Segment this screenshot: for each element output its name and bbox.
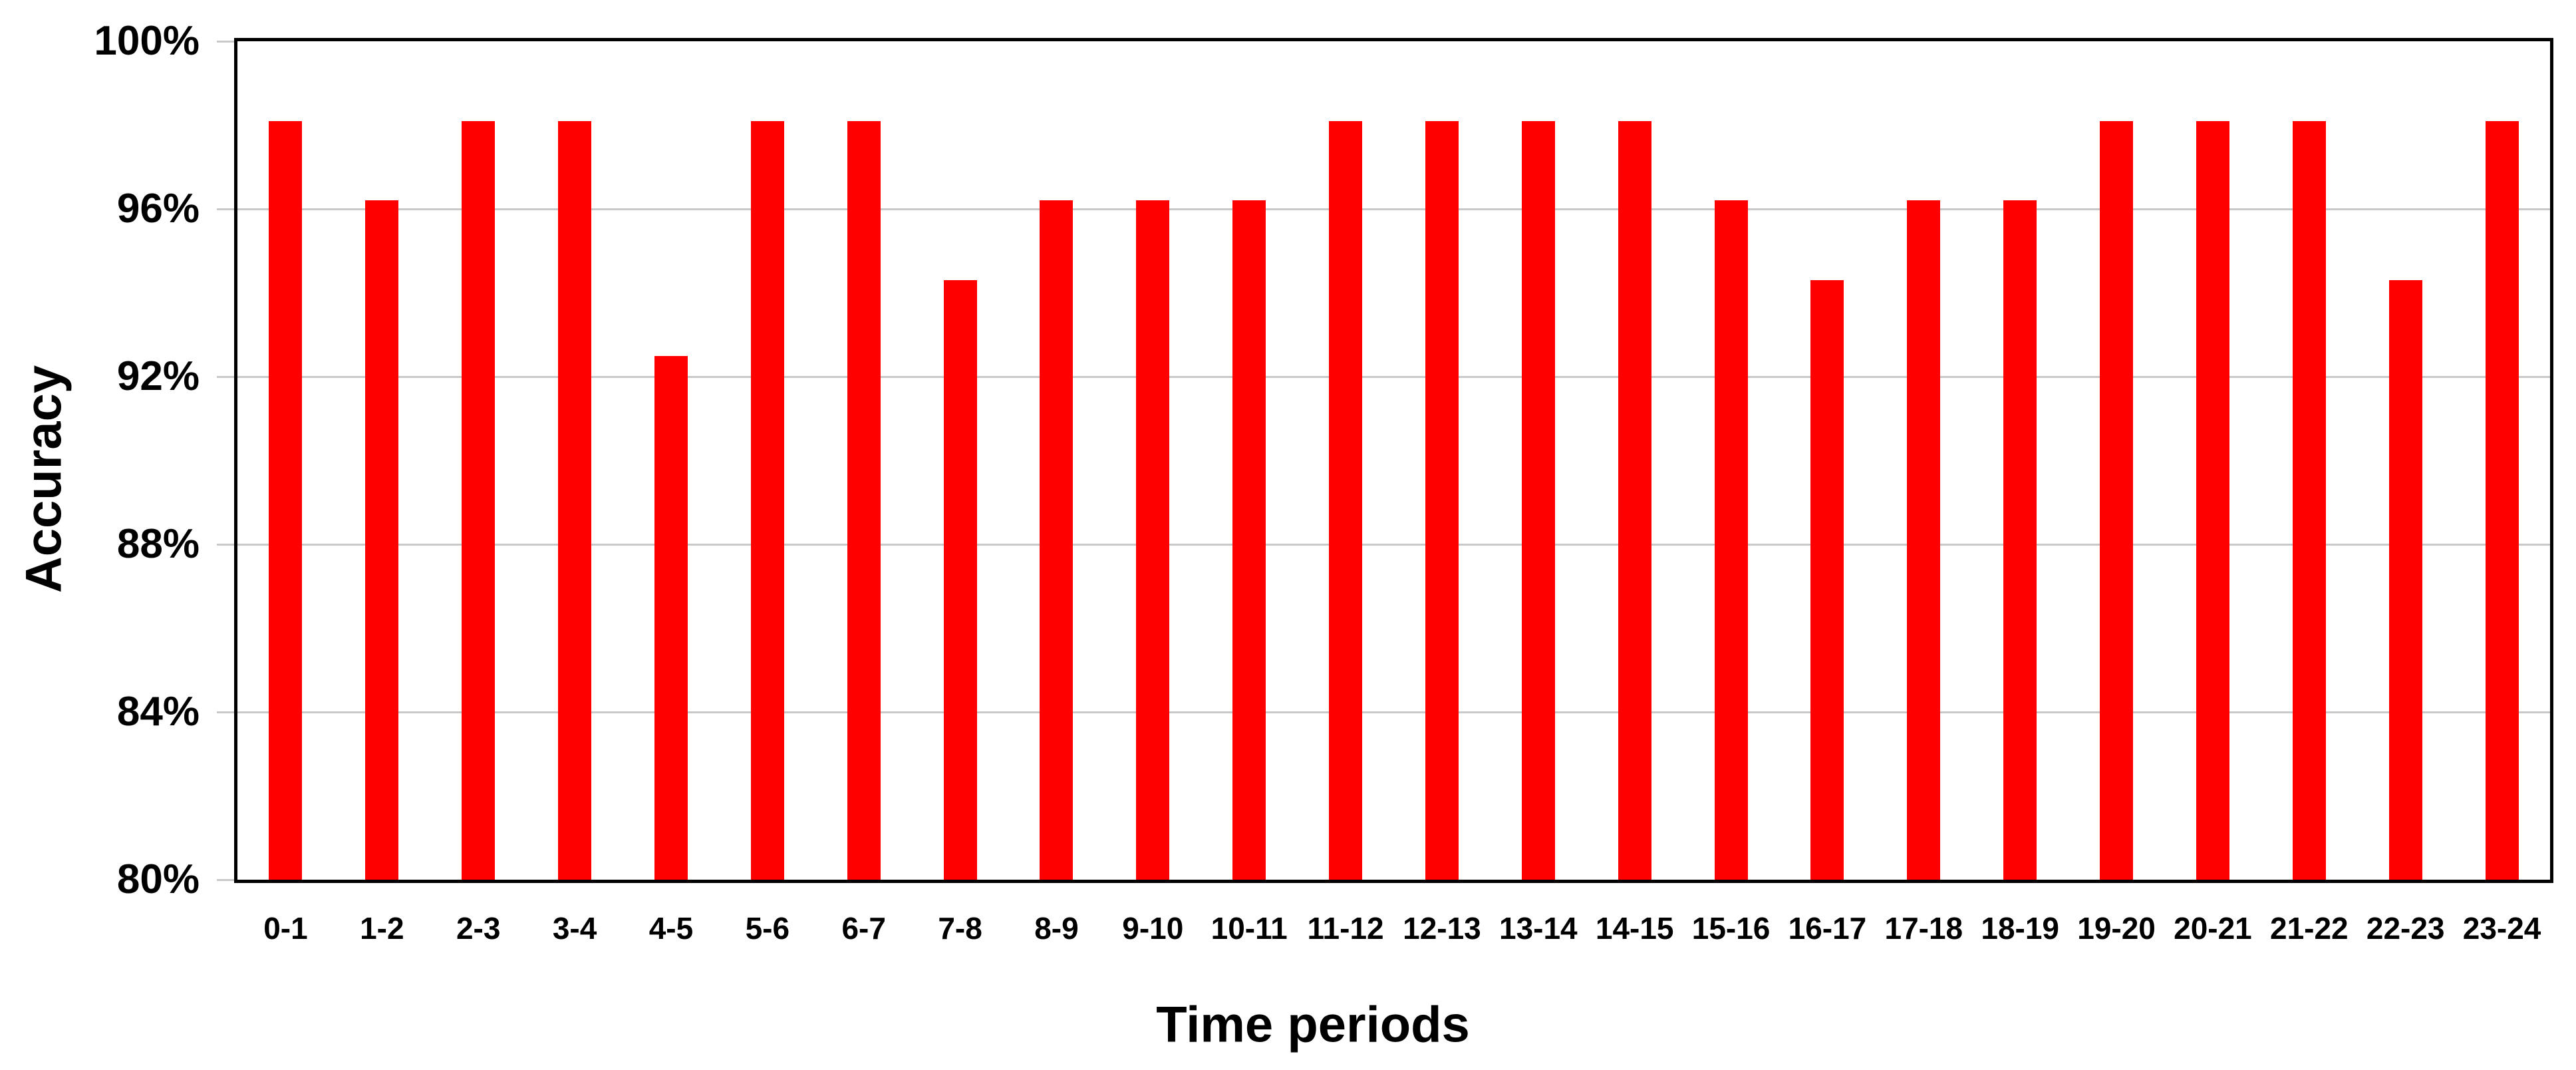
x-tick-label-1-2: 1-2 bbox=[360, 911, 404, 946]
bar-10-11 bbox=[1232, 200, 1266, 880]
bar-3-4 bbox=[558, 120, 592, 880]
x-tick-label-16-17: 16-17 bbox=[1788, 911, 1867, 946]
bar-8-9 bbox=[1040, 200, 1073, 880]
x-tick-label-23-24: 23-24 bbox=[2462, 911, 2541, 946]
x-tick-label-7-8: 7-8 bbox=[938, 911, 982, 946]
y-tick-label-88: 88% bbox=[116, 521, 200, 567]
bar-13-14 bbox=[1521, 120, 1555, 880]
x-tick-label-21-22: 21-22 bbox=[2269, 911, 2349, 946]
bar-0-1 bbox=[269, 120, 303, 880]
y-tick-mark-92 bbox=[217, 375, 234, 378]
y-tick-mark-80 bbox=[217, 878, 234, 881]
x-tick-label-9-10: 9-10 bbox=[1122, 911, 1184, 946]
y-tick-mark-88 bbox=[217, 543, 234, 546]
bar-5-6 bbox=[750, 120, 784, 880]
y-tick-mark-96 bbox=[217, 208, 234, 210]
bar-17-18 bbox=[1907, 200, 1941, 880]
x-axis-tick-labels: 0-1 1-2 2-3 3-4 4-5 5-6 6-7 7-8 8-9 9-10 10-11 11-1… bbox=[237, 913, 2550, 944]
x-tick-label-11-12: 11-12 bbox=[1307, 911, 1384, 946]
x-tick-label-20-21: 20-21 bbox=[2174, 911, 2252, 946]
x-tick-label-5-6: 5-6 bbox=[745, 911, 790, 946]
bar-4-5 bbox=[654, 355, 688, 880]
x-tick-label-19-20: 19-20 bbox=[2077, 911, 2156, 946]
y-tick-label-100: 100% bbox=[94, 18, 200, 64]
y-tick-mark-100 bbox=[217, 40, 234, 43]
bar-9-10 bbox=[1136, 200, 1170, 880]
x-tick-label-6-7: 6-7 bbox=[841, 911, 886, 946]
x-tick-label-12-13: 12-13 bbox=[1403, 911, 1481, 946]
bar-19-20 bbox=[2100, 120, 2134, 880]
bar-14-15 bbox=[1618, 120, 1651, 880]
x-tick-label-2-3: 2-3 bbox=[456, 911, 501, 946]
bar-21-22 bbox=[2292, 120, 2326, 880]
bar-15-16 bbox=[1714, 200, 1748, 880]
bar-1-2 bbox=[365, 200, 399, 880]
gridline-88 bbox=[237, 543, 2550, 546]
x-tick-label-4-5: 4-5 bbox=[648, 911, 694, 946]
bar-18-19 bbox=[2003, 200, 2037, 880]
x-tick-label-15-16: 15-16 bbox=[1691, 911, 1771, 946]
bar-22-23 bbox=[2388, 280, 2422, 880]
y-tick-label-96: 96% bbox=[116, 186, 200, 232]
bar-7-8 bbox=[943, 280, 977, 880]
bar-23-24 bbox=[2485, 120, 2519, 880]
x-axis-title: Time periods bbox=[1156, 996, 1470, 1053]
x-tick-label-8-9: 8-9 bbox=[1034, 911, 1079, 946]
x-tick-label-3-4: 3-4 bbox=[552, 911, 597, 946]
bar-2-3 bbox=[462, 120, 496, 880]
gridline-96 bbox=[237, 208, 2550, 210]
bar-11-12 bbox=[1329, 120, 1363, 880]
x-tick-label-13-14: 13-14 bbox=[1499, 911, 1578, 946]
y-tick-mark-84 bbox=[217, 711, 234, 713]
bar-20-21 bbox=[2196, 120, 2229, 880]
bar-12-13 bbox=[1425, 120, 1459, 880]
bar-6-7 bbox=[847, 120, 881, 880]
x-tick-label-17-18: 17-18 bbox=[1884, 911, 1963, 946]
bar-16-17 bbox=[1810, 280, 1844, 880]
x-tick-label-22-23: 22-23 bbox=[2366, 911, 2445, 946]
y-tick-label-92: 92% bbox=[116, 353, 200, 399]
gridline-92 bbox=[237, 375, 2550, 378]
x-tick-label-18-19: 18-19 bbox=[1981, 911, 2060, 946]
x-tick-label-10-11: 10-11 bbox=[1211, 911, 1288, 946]
gridline-84 bbox=[237, 711, 2550, 713]
y-tick-label-84: 84% bbox=[116, 689, 200, 735]
plot-area bbox=[234, 38, 2553, 883]
y-tick-label-80: 80% bbox=[116, 856, 200, 902]
x-tick-label-0-1: 0-1 bbox=[263, 911, 308, 946]
x-tick-label-14-15: 14-15 bbox=[1595, 911, 1674, 946]
